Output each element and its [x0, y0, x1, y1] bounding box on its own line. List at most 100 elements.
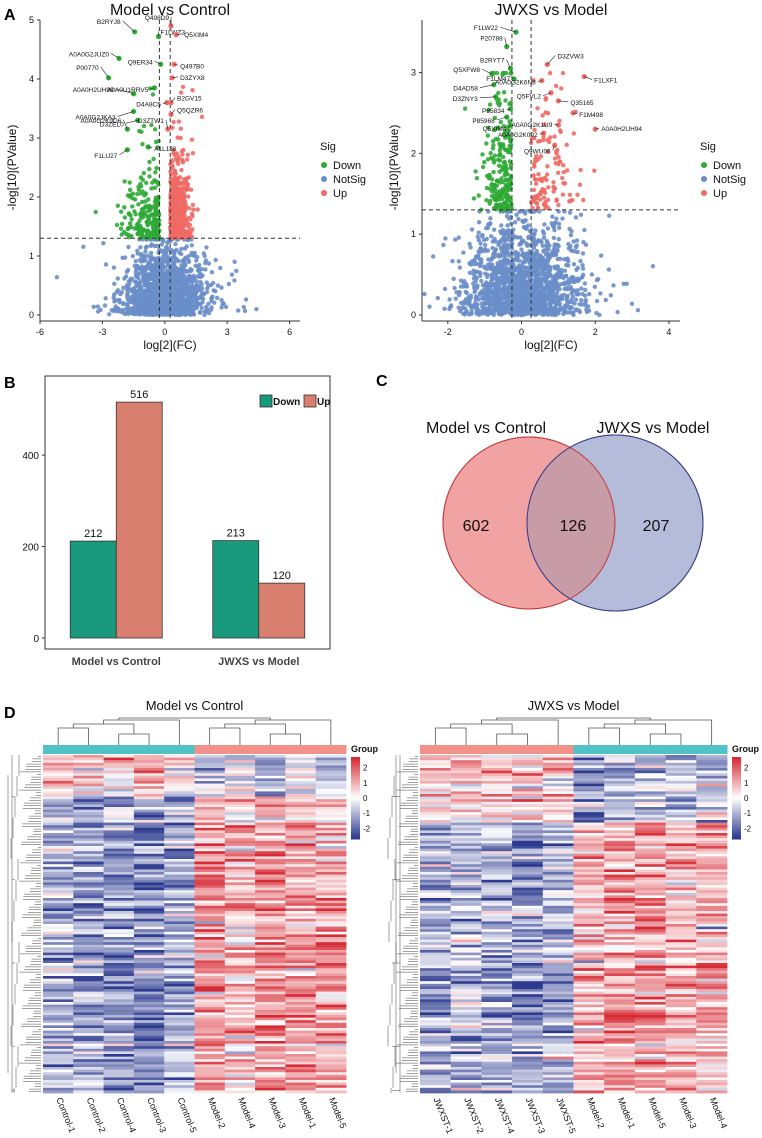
point-notsig: [603, 297, 608, 303]
y-tick-label: 0: [411, 310, 416, 320]
point-notsig: [463, 301, 468, 306]
heatmap-cell: [133, 851, 165, 855]
point-up: [178, 126, 183, 131]
point-notsig: [564, 296, 569, 302]
point-notsig: [566, 258, 571, 264]
heatmap-cell: [285, 773, 317, 777]
point-down: [144, 229, 149, 234]
point-down: [502, 146, 507, 151]
point-notsig: [120, 255, 125, 260]
point-notsig: [562, 286, 567, 292]
point-down: [122, 205, 127, 210]
heatmap-cell: [43, 770, 74, 774]
point-up: [565, 168, 570, 173]
point-notsig: [150, 312, 155, 318]
point-down: [496, 157, 501, 162]
point-notsig: [498, 259, 503, 264]
point-down: [154, 165, 159, 171]
point-up: [544, 172, 550, 177]
point-notsig: [496, 289, 502, 294]
dendrogram-branch: [269, 733, 301, 745]
heatmap-cell: [255, 835, 286, 839]
heatmap-cell: [255, 817, 286, 821]
point-notsig: [574, 238, 580, 243]
point-label: A0A0G2K9D6: [81, 118, 122, 125]
point-down: [484, 141, 489, 146]
point-notsig: [219, 285, 224, 290]
y-tick-label: 5: [29, 15, 34, 25]
y-tick-label: 2: [411, 148, 416, 158]
heatmap-cell: [255, 846, 286, 849]
point-notsig: [545, 311, 550, 317]
point-up: [187, 222, 193, 228]
point-notsig: [554, 216, 559, 221]
heatmap-cell: [43, 796, 74, 800]
heatmap-cell: [103, 822, 135, 826]
heatmap-cell: [285, 794, 317, 797]
legend-label: Up: [317, 397, 330, 408]
point-notsig: [552, 282, 557, 287]
point-notsig: [480, 282, 486, 288]
point-notsig: [144, 244, 149, 249]
heatmap-cell: [315, 768, 347, 771]
heatmap-cell: [285, 825, 317, 829]
point-label: Q35165: [570, 100, 594, 107]
point-up: [183, 221, 188, 226]
point-down: [153, 217, 158, 222]
heatmap-cell: [224, 799, 256, 803]
heatmap-cell: [133, 788, 165, 792]
point-notsig: [206, 283, 211, 288]
heatmap-cell: [164, 783, 195, 787]
point-notsig: [184, 244, 189, 249]
heatmap-cell: [133, 781, 165, 784]
point-down: [505, 197, 510, 203]
heatmap-cell: [103, 812, 135, 816]
heatmap-cell: [133, 820, 165, 823]
heatmap-cell: [285, 851, 317, 855]
heatmap-cell: [103, 833, 135, 836]
point-up: [171, 222, 177, 227]
point-notsig: [532, 279, 537, 284]
heatmap-cell: [73, 851, 104, 855]
point-notsig: [506, 278, 511, 283]
point-notsig: [179, 246, 184, 252]
heatmap-cell: [255, 773, 286, 777]
heatmap-cell: [315, 757, 347, 761]
point-notsig: [589, 272, 595, 277]
heatmap-cell: [255, 791, 286, 795]
point-notsig: [122, 276, 127, 281]
heatmap-cell: [194, 773, 226, 777]
point-up: [195, 207, 200, 212]
point-up: [186, 215, 191, 221]
point-down: [143, 235, 148, 240]
heatmap-cell: [164, 830, 195, 834]
point-notsig: [562, 257, 567, 262]
heatmap-cell: [43, 788, 74, 792]
heatmap-cell: [103, 838, 135, 842]
heatmap-cell: [73, 830, 104, 834]
y-tick-label: 1: [411, 229, 416, 239]
point-notsig: [551, 235, 557, 241]
point-down: [142, 205, 147, 210]
point-notsig: [477, 257, 482, 262]
point-notsig: [187, 274, 192, 279]
point-notsig: [569, 305, 574, 310]
point-notsig: [487, 221, 493, 227]
point-notsig: [500, 228, 506, 233]
point-up: [190, 151, 196, 156]
bar-value-label: 213: [227, 528, 245, 540]
heatmap-cell: [103, 788, 135, 792]
heatmap-cell: [224, 791, 256, 795]
heatmap-cell: [43, 783, 74, 787]
point-notsig: [453, 296, 458, 301]
point-notsig: [496, 242, 501, 247]
point-notsig: [91, 304, 96, 309]
heatmap-cell: [224, 830, 256, 834]
point-notsig: [179, 307, 184, 313]
heatmap-cell: [73, 835, 104, 839]
point-label: F1LXF1: [594, 78, 618, 85]
point-notsig: [497, 301, 502, 306]
heatmap-cell: [73, 762, 104, 766]
heatmap-cell: [255, 822, 286, 826]
